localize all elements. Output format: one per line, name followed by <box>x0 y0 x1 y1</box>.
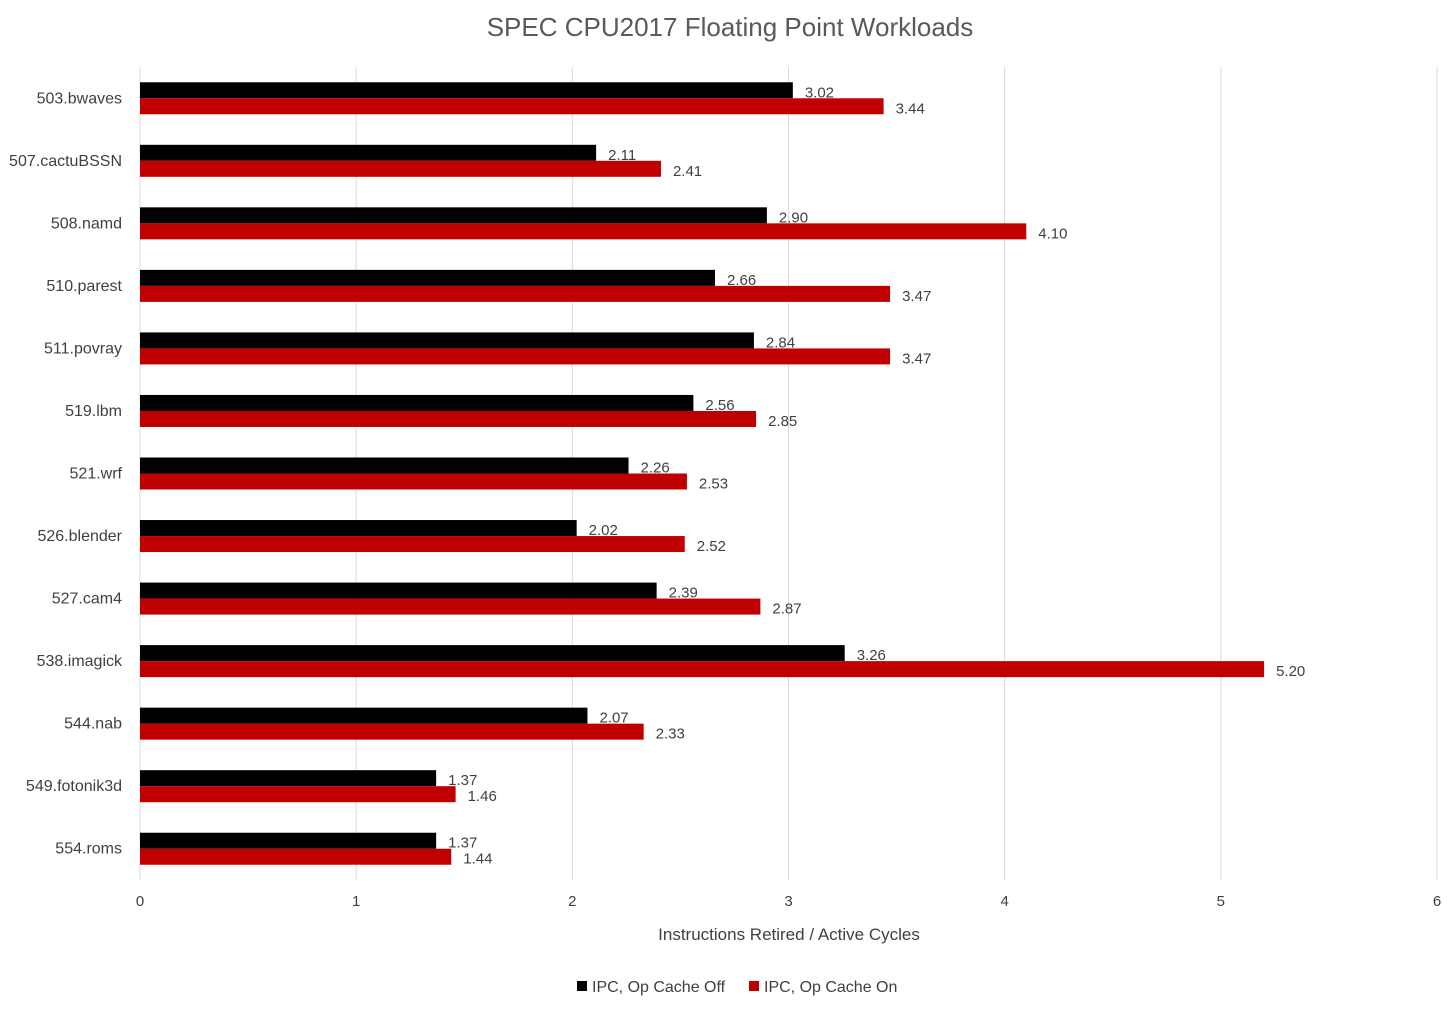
bar-op-cache-on <box>140 536 685 553</box>
bar-op-cache-on <box>140 661 1265 678</box>
bar-op-cache-off <box>140 269 716 286</box>
category-label: 554.roms <box>55 841 122 858</box>
chart-title: SPEC CPU2017 Floating Point Workloads <box>487 12 974 42</box>
category-label: 544.nab <box>64 716 122 733</box>
data-label: 3.02 <box>805 84 834 101</box>
x-tick-label: 5 <box>1217 893 1225 910</box>
bar-op-cache-off <box>140 332 754 349</box>
data-label: 2.56 <box>705 397 734 414</box>
bar-op-cache-off <box>140 645 845 662</box>
data-label: 2.53 <box>699 476 728 493</box>
bar-op-cache-on <box>140 223 1027 240</box>
legend-label: IPC, Op Cache On <box>764 979 897 996</box>
data-label: 2.66 <box>727 272 756 289</box>
category-labels: 503.bwaves 507.cactuBSSN 508.namd 510.pares… <box>9 90 123 857</box>
data-label: 2.26 <box>641 460 670 477</box>
legend-label: IPC, Op Cache Off <box>592 979 726 996</box>
category-label: 511.povray <box>44 340 122 357</box>
category-label: 538.imagick <box>37 653 123 670</box>
category-label: 519.lbm <box>65 403 122 420</box>
bar-op-cache-off <box>140 207 767 224</box>
bars: 3.02 3.44 2.11 2.41 2.90 4.10 2.66 3.47 2.84 3.47… <box>140 82 1305 868</box>
bar-op-cache-off <box>140 707 588 724</box>
bar-op-cache-off <box>140 457 629 474</box>
bar-op-cache-off <box>140 520 577 537</box>
legend: IPC, Op Cache Off IPC, Op Cache On <box>577 979 897 996</box>
data-label: 3.47 <box>902 350 931 367</box>
data-label: 2.11 <box>608 147 636 164</box>
data-label: 2.90 <box>779 209 808 226</box>
bar-op-cache-on <box>140 786 456 803</box>
category-label: 549.fotonik3d <box>26 778 122 795</box>
bar-op-cache-on <box>140 285 891 302</box>
data-label: 5.20 <box>1276 663 1305 680</box>
data-label: 3.47 <box>902 288 931 305</box>
bar-op-cache-on <box>140 598 761 615</box>
data-label: 2.85 <box>768 413 797 430</box>
category-label: 527.cam4 <box>52 591 122 608</box>
category-label: 526.blender <box>37 528 122 545</box>
bar-op-cache-on <box>140 723 644 740</box>
data-label: 1.46 <box>468 788 497 805</box>
data-label: 1.37 <box>448 835 477 852</box>
category-label: 507.cactuBSSN <box>9 153 122 170</box>
bar-op-cache-on <box>140 473 687 490</box>
bar-op-cache-off <box>140 832 437 849</box>
x-tick-label: 2 <box>568 893 576 910</box>
data-label: 2.33 <box>656 726 685 743</box>
bar-op-cache-off <box>140 144 597 161</box>
x-tick-label: 0 <box>136 893 144 910</box>
data-label: 2.02 <box>589 522 618 539</box>
legend-swatch <box>577 981 587 991</box>
data-label: 2.07 <box>599 710 628 727</box>
gridlines <box>139 67 1438 880</box>
x-tick-label: 1 <box>352 893 360 910</box>
x-tick-label: 3 <box>784 893 792 910</box>
category-label: 503.bwaves <box>37 90 122 107</box>
bar-op-cache-on <box>140 348 891 365</box>
bar-op-cache-off <box>140 582 657 599</box>
data-label: 4.10 <box>1038 225 1067 242</box>
data-label: 2.52 <box>697 538 726 555</box>
bar-op-cache-on <box>140 848 452 865</box>
bar-op-cache-on <box>140 98 884 115</box>
data-label: 1.37 <box>448 772 477 789</box>
x-tick-label: 6 <box>1433 893 1441 910</box>
category-label: 508.namd <box>51 215 122 232</box>
category-label: 521.wrf <box>70 466 123 483</box>
data-label: 1.44 <box>463 851 492 868</box>
bar-op-cache-off <box>140 82 793 99</box>
data-label: 3.44 <box>896 100 925 117</box>
x-tick-label: 4 <box>1000 893 1008 910</box>
x-tick-labels: 0 1 2 3 4 5 6 <box>136 893 1441 910</box>
x-axis-title: Instructions Retired / Active Cycles <box>658 925 920 944</box>
bar-op-cache-off <box>140 394 694 411</box>
bar-op-cache-on <box>140 410 757 427</box>
bar-op-cache-on <box>140 160 661 177</box>
bar-op-cache-off <box>140 770 437 787</box>
data-label: 3.26 <box>857 647 886 664</box>
legend-swatch <box>749 981 759 991</box>
data-label: 2.39 <box>669 585 698 602</box>
category-label: 510.parest <box>46 278 122 295</box>
data-label: 2.41 <box>673 163 702 180</box>
data-label: 2.87 <box>772 601 801 618</box>
data-label: 2.84 <box>766 334 795 351</box>
